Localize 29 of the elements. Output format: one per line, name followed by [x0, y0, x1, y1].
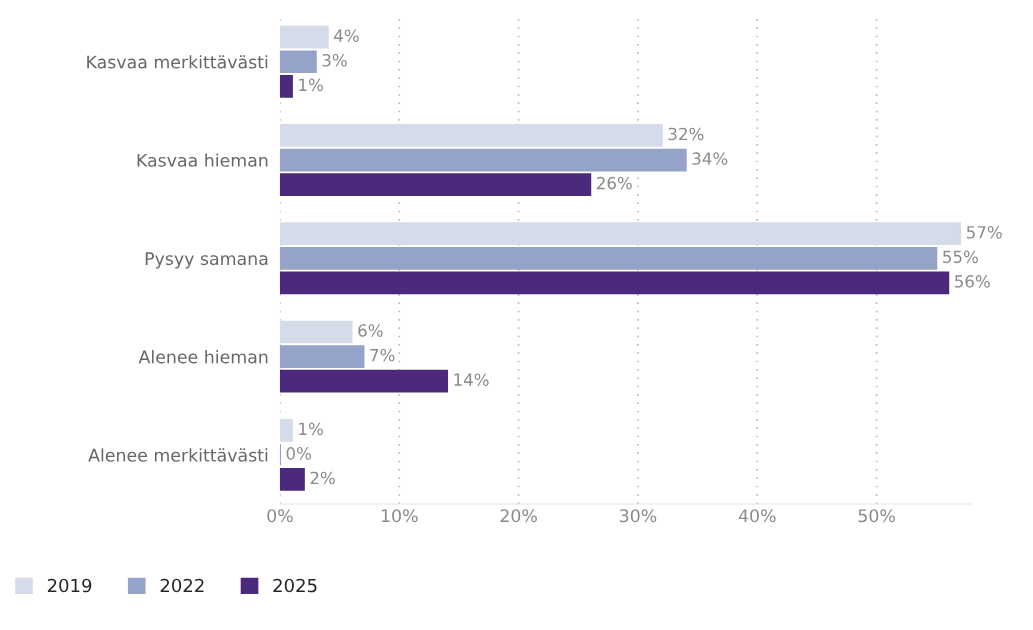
data-label: 2%: [310, 471, 335, 485]
x-tick-label: 30%: [619, 509, 657, 523]
legend-label: 2025: [273, 578, 317, 593]
data-label: 0%: [286, 447, 312, 460]
legend-label: 2022: [160, 578, 204, 593]
data-label: 34%: [692, 152, 728, 165]
data-label: 3%: [322, 53, 347, 67]
data-label: 56%: [955, 275, 990, 288]
x-tick-label: 10%: [381, 509, 418, 523]
x-tick-label: 0%: [267, 509, 293, 523]
y-tick-label: Alenee hieman: [138, 349, 268, 364]
x-tick-label: 20%: [500, 509, 537, 523]
data-label: 14%: [454, 373, 489, 386]
data-label: 26%: [596, 176, 632, 190]
data-label: 32%: [668, 127, 704, 141]
data-label: 57%: [966, 225, 1002, 239]
x-tick-label: 50%: [858, 509, 895, 523]
data-label: 55%: [943, 250, 978, 264]
y-tick-label: Pysyy samana: [145, 252, 268, 269]
data-label: 1%: [299, 78, 323, 92]
y-tick-label: Kasvaa hieman: [137, 153, 268, 167]
data-label: 1%: [299, 422, 323, 436]
y-tick-label: Kasvaa merkittävästi: [87, 55, 268, 69]
y-tick-label: Alenee merkittävästi: [88, 448, 268, 462]
x-tick-label: 40%: [738, 509, 776, 523]
data-label: 6%: [358, 324, 383, 337]
data-label: 4%: [334, 29, 359, 43]
data-label: 7%: [370, 348, 395, 362]
legend-label: 2019: [47, 578, 92, 593]
